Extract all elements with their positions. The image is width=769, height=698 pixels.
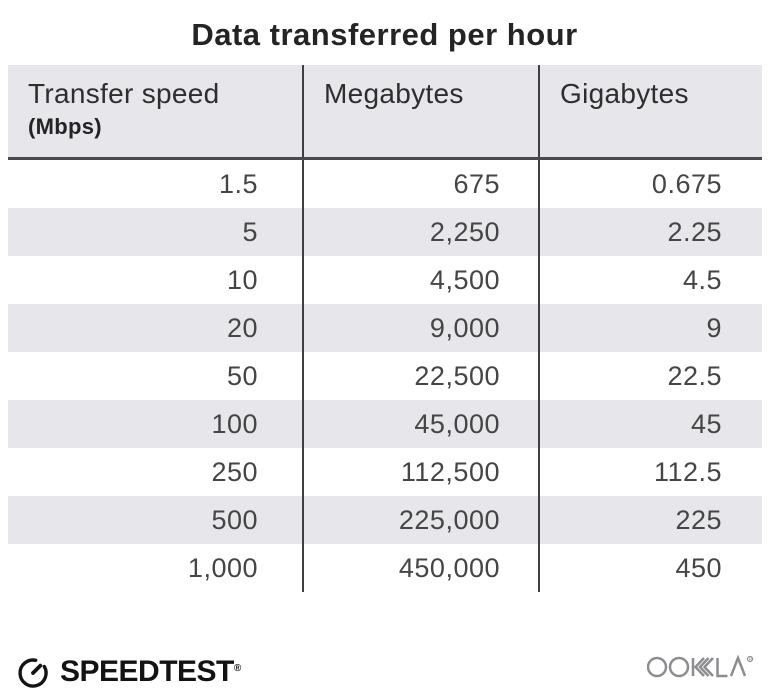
header-transfer-speed-unit: (Mbps): [28, 113, 102, 139]
megabytes-cell: 45,000: [302, 400, 538, 448]
header-gigabytes-label: Gigabytes: [560, 78, 689, 109]
speed-cell: 250: [211, 456, 258, 487]
table-row: 500 225,000 225: [8, 496, 762, 544]
header-gigabytes: Gigabytes: [538, 65, 762, 157]
table-row: 20 9,000 9: [8, 304, 762, 352]
table-row: 10 4,500 4.5: [8, 256, 762, 304]
speedtest-logo: SPEEDTEST®: [15, 654, 241, 690]
megabytes-cell: 675: [302, 160, 538, 208]
gigabytes-cell: 112.5: [538, 448, 762, 496]
speed-cell: 500: [211, 504, 258, 535]
megabytes-cell: 9,000: [302, 304, 538, 352]
gigabytes-cell: 450: [538, 544, 762, 592]
speedtest-wordmark: SPEEDTEST®: [60, 655, 241, 688]
registered-mark: ®: [233, 663, 241, 674]
footer: SPEEDTEST® R: [0, 650, 769, 690]
speed-cell: 20: [226, 312, 258, 343]
speed-cell: 5: [242, 216, 258, 247]
speedtest-gauge-icon: [15, 654, 51, 690]
table-row: 1.5 675 0.675: [8, 160, 762, 208]
gigabytes-cell: 4.5: [538, 256, 762, 304]
megabytes-cell: 450,000: [302, 544, 538, 592]
gigabytes-cell: 45: [538, 400, 762, 448]
table-header-row: Transfer speed (Mbps) Megabytes Gigabyte…: [8, 65, 762, 160]
header-megabytes: Megabytes: [302, 65, 538, 157]
table-row: 1,000 450,000 450: [8, 544, 762, 592]
page-title: Data transferred per hour: [191, 17, 578, 52]
gigabytes-cell: 22.5: [538, 352, 762, 400]
megabytes-cell: 2,250: [302, 208, 538, 256]
speed-cell: 1.5: [218, 168, 258, 199]
header-megabytes-label: Megabytes: [324, 78, 464, 109]
gigabytes-cell: 9: [538, 304, 762, 352]
speed-cell: 10: [226, 264, 258, 295]
ookla-logo: R: [646, 650, 757, 687]
table-row: 5 2,250 2.25: [8, 208, 762, 256]
speed-cell: 100: [211, 408, 258, 439]
megabytes-cell: 4,500: [302, 256, 538, 304]
table-row: 250 112,500 112.5: [8, 448, 762, 496]
header-transfer-speed: Transfer speed (Mbps): [8, 65, 302, 157]
gigabytes-cell: 225: [538, 496, 762, 544]
megabytes-cell: 225,000: [302, 496, 538, 544]
gigabytes-cell: 2.25: [538, 208, 762, 256]
megabytes-cell: 112,500: [302, 448, 538, 496]
table-row: 50 22,500 22.5: [8, 352, 762, 400]
speed-cell: 50: [226, 360, 258, 391]
table-body: 1.5 675 0.675 5 2,250 2.25 10 4,500 4.5 20 9,000 9 5…: [8, 160, 762, 592]
table-row: 100 45,000 45: [8, 400, 762, 448]
data-table: Transfer speed (Mbps) Megabytes Gigabyte…: [8, 65, 762, 592]
header-transfer-speed-label: Transfer speed: [28, 78, 220, 109]
megabytes-cell: 22,500: [302, 352, 538, 400]
svg-text:R: R: [749, 657, 753, 663]
gigabytes-cell: 0.675: [538, 160, 762, 208]
speed-cell: 1,000: [187, 552, 258, 583]
